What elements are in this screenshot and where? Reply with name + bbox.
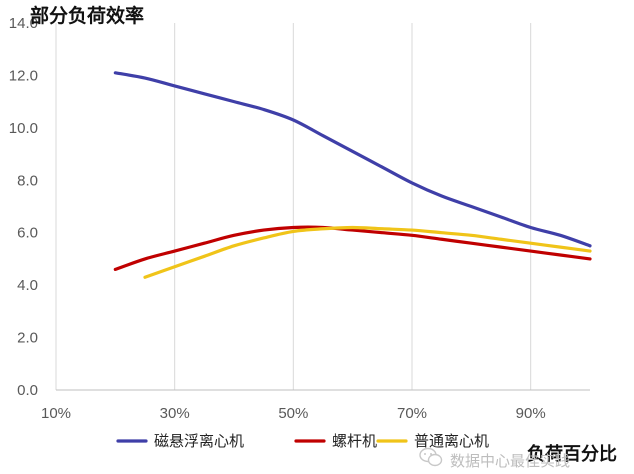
legend-item-2: 螺杆机 <box>294 432 377 450</box>
series-line-1 <box>113 71 592 248</box>
legend-label-3: 普通离心机 <box>414 432 489 450</box>
legend-label-2: 螺杆机 <box>332 432 377 450</box>
axes: 10% 30% 50% 70% 90% 0.0 2.0 4.0 6.0 8.0 10.0 12.0 14… <box>9 15 590 422</box>
y-tick-label-10-0: 10.0 <box>9 120 38 137</box>
y-tick-label-12-0: 12.0 <box>9 67 38 84</box>
series-lines <box>113 71 592 279</box>
x-tick-label-30: 30% <box>160 405 190 422</box>
watermark-text: 数据中心最佳实践 <box>450 452 570 470</box>
chart-title: 部分负荷效率 <box>30 4 144 27</box>
y-tick-label-14-0: 14.0 <box>9 15 38 32</box>
y-tick-label-4-0: 4.0 <box>17 277 38 294</box>
x-tick-label-90: 90% <box>516 405 546 422</box>
legend-item-1: 磁悬浮离心机 <box>116 432 244 450</box>
series-line-2 <box>113 225 592 272</box>
x-tick-label-10: 10% <box>41 405 71 422</box>
y-tick-label-0-0: 0.0 <box>17 382 38 399</box>
legend: 磁悬浮离心机 螺杆机 普通离心机 <box>116 432 489 450</box>
watermark: 数据中心最佳实践 <box>419 447 570 470</box>
y-tick-label-2-0: 2.0 <box>17 330 38 347</box>
y-tick-label-8-0: 8.0 <box>17 172 38 189</box>
x-axis-label: 负荷百分比 <box>527 443 617 465</box>
x-tick-label-50: 50% <box>278 405 308 422</box>
wechat-icon <box>419 447 443 467</box>
x-tick-label-70: 70% <box>397 405 427 422</box>
y-tick-label-6-0: 6.0 <box>17 225 38 242</box>
legend-item-3: 普通离心机 <box>376 432 489 450</box>
legend-label-1: 磁悬浮离心机 <box>154 432 244 450</box>
grid-lines <box>55 23 532 390</box>
series-line-3 <box>143 225 592 279</box>
